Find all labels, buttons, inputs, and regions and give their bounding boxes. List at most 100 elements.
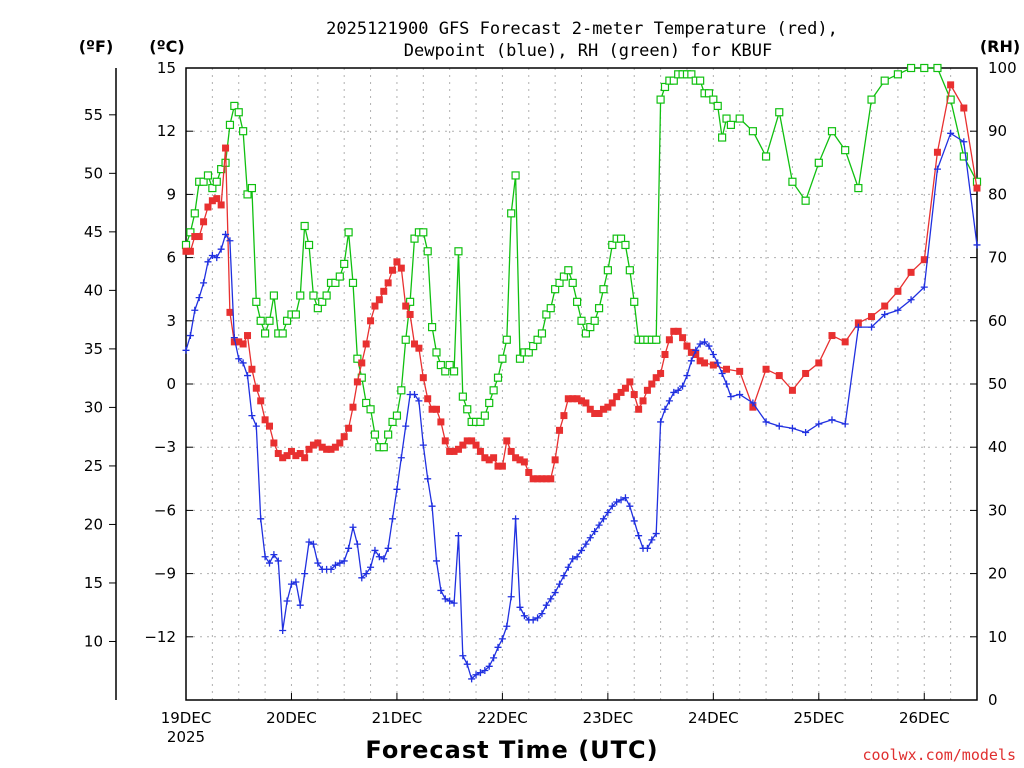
dew-point — [679, 382, 687, 390]
rh-point — [419, 228, 428, 237]
temp-point — [309, 441, 317, 449]
rh-point — [476, 417, 485, 427]
temp-point — [287, 447, 295, 455]
temp-point — [661, 351, 669, 359]
dew-point — [617, 496, 625, 504]
celsius-tick-label: 6 — [166, 249, 176, 267]
temp-point — [854, 319, 862, 327]
temp-point — [446, 447, 454, 455]
rh-point — [502, 335, 511, 344]
source-credit[interactable]: coolwx.com/models — [862, 746, 1016, 764]
dew-point — [226, 237, 234, 245]
dew-point — [191, 306, 199, 314]
dew-point — [507, 593, 515, 601]
dew-point — [305, 538, 313, 546]
rh-point — [735, 114, 744, 123]
temp-point — [868, 313, 876, 321]
chart-title-line1: 2025121900 GFS Forecast 2-meter Temperat… — [326, 19, 838, 39]
celsius-tick-label: 15 — [157, 59, 176, 77]
rh-point — [775, 108, 784, 117]
dew-point — [670, 388, 678, 396]
rh-point — [880, 76, 889, 85]
temp-point — [802, 369, 810, 377]
rh-tick-label: 50 — [988, 375, 1007, 393]
dew-point — [314, 559, 322, 567]
dew-point — [714, 359, 722, 367]
dew-point — [279, 626, 287, 634]
dew-point — [353, 540, 361, 548]
rh-point — [788, 177, 797, 186]
dew-point — [775, 422, 783, 430]
temp-point — [907, 268, 915, 276]
temp-point — [551, 456, 559, 464]
rh-point — [199, 177, 208, 186]
temp-point — [296, 450, 304, 458]
dew-point — [274, 557, 282, 565]
rh-point — [401, 335, 410, 344]
rh-point — [599, 285, 608, 294]
dew-point — [327, 565, 335, 573]
temp-point — [367, 317, 375, 325]
rh-point — [208, 183, 217, 193]
dew-point — [705, 342, 713, 350]
rh-point — [445, 360, 454, 370]
temp-point — [314, 439, 322, 447]
temp-point — [345, 424, 353, 432]
dew-point — [608, 502, 616, 510]
temp-point — [920, 256, 928, 264]
temp-point — [472, 441, 480, 449]
rh-point — [625, 266, 634, 275]
dew-point — [648, 536, 656, 544]
dew-point — [621, 494, 629, 502]
rh-point — [322, 291, 331, 300]
dew-point — [309, 540, 317, 548]
temp-point — [701, 359, 709, 367]
rh-tick-label: 100 — [988, 59, 1017, 77]
dew-point — [947, 129, 955, 137]
dew-point — [367, 563, 375, 571]
temp-point — [657, 369, 665, 377]
rh-point — [568, 278, 577, 287]
rh-point — [406, 297, 415, 306]
rh-point — [687, 70, 696, 79]
rh-point — [186, 228, 195, 237]
temp-point — [200, 218, 208, 226]
dew-point — [586, 534, 594, 542]
rh-point — [608, 240, 617, 250]
dew-point — [358, 574, 366, 582]
temp-point — [235, 338, 243, 346]
rh-point — [718, 133, 727, 142]
x-tick-label: 19DEC — [161, 709, 212, 727]
rh-point — [353, 354, 362, 363]
rh-tick-label: 40 — [988, 438, 1007, 456]
dew-point — [569, 555, 577, 563]
temp-series — [182, 81, 981, 483]
rh-point — [489, 386, 498, 395]
rh-point — [463, 405, 472, 414]
x-tick-label: 24DEC — [688, 709, 739, 727]
dew-point — [907, 296, 915, 304]
celsius-tick-label: 0 — [166, 375, 176, 393]
dew-point — [854, 323, 862, 331]
temp-point — [441, 437, 449, 445]
rh-point — [243, 190, 252, 199]
rh-point — [397, 386, 406, 395]
temp-point — [639, 397, 647, 405]
rh-tick-label: 0 — [988, 691, 998, 709]
rh-point — [203, 171, 213, 180]
dew-point — [208, 251, 216, 259]
dew-point — [296, 601, 304, 609]
temp-point — [450, 447, 458, 455]
dew-point — [498, 635, 506, 643]
temp-point — [665, 336, 673, 344]
dew-point — [665, 397, 673, 405]
axes — [109, 67, 978, 701]
temp-point — [516, 456, 524, 464]
dew-point — [788, 424, 796, 432]
temp-point — [507, 447, 515, 455]
temp-point — [591, 409, 599, 417]
temp-point — [244, 332, 252, 340]
dew-point — [459, 652, 467, 660]
rh-point — [485, 398, 494, 408]
temp-point — [454, 445, 462, 453]
